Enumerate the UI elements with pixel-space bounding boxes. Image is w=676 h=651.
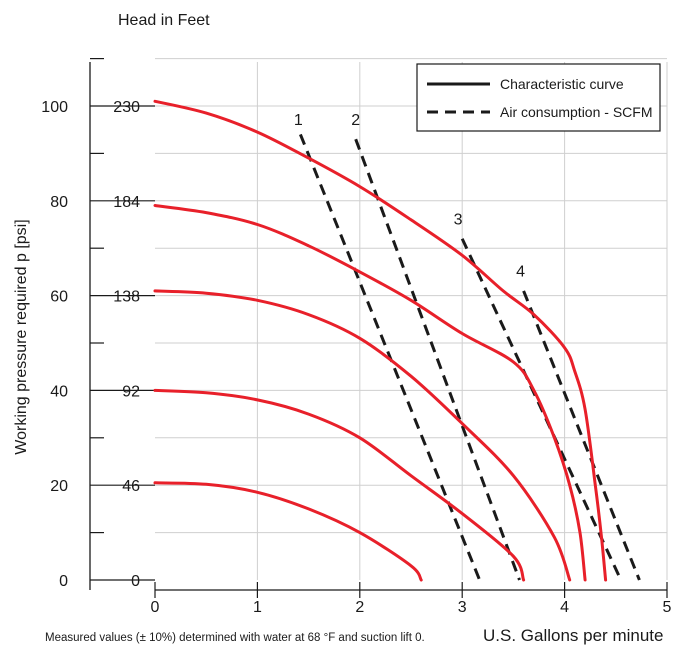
x-tick-label: 1 [253, 599, 262, 616]
air-consumption-lines: 1 2 3 4 [294, 112, 641, 581]
air-consumption-label-3: 3 [454, 212, 463, 229]
x-axis-label: U.S. Gallons per minute [483, 626, 663, 645]
y-tick-label-psi: 0 [59, 573, 68, 590]
legend-air-label: Air consumption - SCFM [500, 104, 652, 120]
y-tick-label-psi: 20 [50, 478, 68, 495]
x-tick-label: 3 [458, 599, 467, 616]
y-tick-label-head: 184 [113, 194, 140, 211]
x-tick-label: 2 [355, 599, 364, 616]
characteristic-curves [153, 99, 608, 582]
characteristic-curve-2 [153, 204, 587, 582]
y-tick-label-head: 138 [113, 289, 140, 306]
x-tick-label: 0 [151, 599, 160, 616]
air-consumption-line-4 [522, 290, 641, 581]
y-axis-label: Working pressure required p [psi] [13, 219, 30, 454]
y-tick-label-head: 230 [113, 99, 140, 116]
characteristic-curve-4 [153, 388, 526, 582]
axes-layer [89, 57, 668, 598]
grid-layer [155, 58, 668, 580]
characteristic-curve-1 [153, 99, 608, 582]
x-tick-label: 5 [663, 599, 672, 616]
y-tick-label-psi: 40 [50, 383, 68, 400]
air-consumption-label-2: 2 [351, 112, 360, 129]
footnote: Measured values (± 10%) determined with … [45, 632, 425, 644]
chart-title: Head in Feet [118, 12, 210, 29]
air-consumption-line-2 [354, 138, 521, 581]
y-tick-label-psi: 60 [50, 289, 68, 306]
y-tick-label-head: 92 [122, 383, 140, 400]
x-tick-label: 4 [560, 599, 569, 616]
y-tick-label-head: 0 [131, 573, 140, 590]
air-consumption-label-1: 1 [294, 112, 303, 129]
legend-box [416, 63, 661, 132]
y-tick-label-head: 46 [122, 478, 140, 495]
air-consumption-label-4: 4 [516, 264, 525, 281]
y-tick-label-psi: 100 [41, 99, 68, 116]
characteristic-curve-5 [153, 481, 423, 582]
characteristic-curve-3 [153, 289, 572, 582]
legend: Characteristic curve Air consumption - S… [416, 63, 661, 132]
tick-labels: 0 1 2 3 4 5 0 20 40 60 80 100 0 46 92 138 184 230 [41, 99, 671, 616]
legend-characteristic-label: Characteristic curve [500, 76, 624, 92]
y-tick-label-psi: 80 [50, 194, 68, 211]
